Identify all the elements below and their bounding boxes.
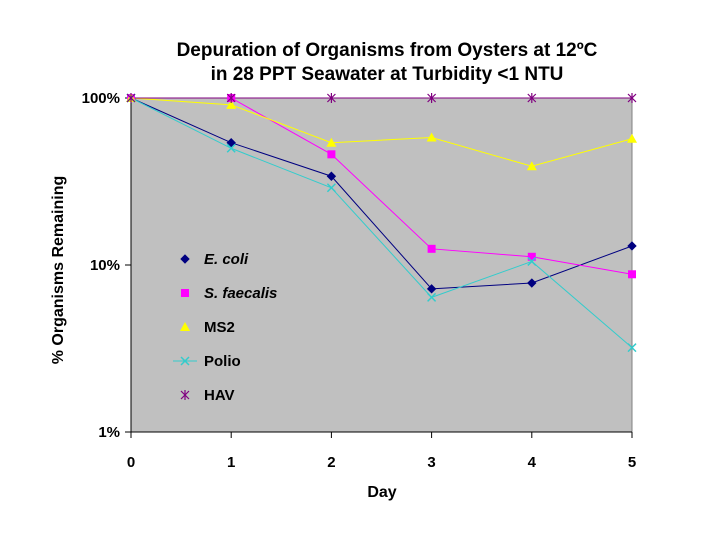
legend-label-ms2: MS2: [204, 319, 235, 336]
series-line-e-coli: [130, 97, 633, 290]
data-point-e-coli: [326, 171, 337, 181]
data-point-hav: [226, 93, 236, 103]
legend: E. coli S. faecalis MS2 Polio HAV: [173, 251, 277, 404]
legend-marker-e-coli: [180, 254, 190, 264]
series-lines: [130, 97, 633, 349]
x-axis-title: Day: [367, 484, 396, 501]
legend-marker-s-faecalis: [181, 289, 189, 297]
data-point-e-coli: [527, 278, 537, 288]
data-point-polio-stroke: [226, 143, 236, 153]
x-tick-label: 0: [127, 454, 135, 471]
x-tick-label: 5: [628, 454, 636, 471]
data-point-polio-stroke: [627, 343, 637, 353]
data-point-e-coli: [426, 284, 437, 294]
x-tick-label: 1: [227, 454, 235, 471]
legend-label-hav: HAV: [204, 387, 235, 404]
data-point-s-faecalis: [527, 252, 536, 261]
legend-marker-ms2: [180, 322, 190, 331]
chart-title-line2: in 28 PPT Seawater at Turbidity <1 NTU: [211, 64, 564, 85]
x-tick-label: 3: [427, 454, 435, 471]
data-point-hav: [126, 93, 136, 103]
y-axis-title: % Organisms Remaining: [50, 176, 67, 365]
data-point-hav: [427, 93, 437, 103]
data-point-hav: [627, 93, 637, 103]
data-point-polio: [527, 256, 537, 266]
data-point-ms2: [326, 137, 337, 147]
data-point-polio: [226, 143, 236, 153]
x-tick-label: 4: [528, 454, 537, 471]
data-point-ms2: [627, 133, 637, 143]
data-point-e-coli: [226, 137, 236, 148]
data-point-e-coli: [627, 241, 637, 251]
data-point-s-faecalis: [628, 270, 636, 279]
data-point-polio-stroke: [527, 256, 537, 266]
data-point-hav: [326, 93, 336, 103]
data-point-s-faecalis: [327, 150, 336, 159]
y-tick-label: 10%: [90, 257, 120, 274]
data-point-polio-stroke: [427, 292, 437, 302]
data-point-polio: [326, 183, 336, 193]
series-line-ms2: [130, 97, 633, 167]
series-line-polio: [130, 97, 633, 349]
legend-label-polio: Polio: [204, 353, 241, 370]
y-tick-label: 1%: [98, 424, 120, 441]
legend-marker-hav: [180, 390, 190, 400]
y-tick-label: 100%: [82, 90, 120, 107]
data-point-ms2: [526, 161, 537, 171]
data-point-polio: [427, 292, 437, 302]
data-point-polio-stroke: [326, 183, 336, 193]
axes: 0 1 2 3 4 5 100% 10% 1%: [82, 90, 637, 471]
x-tick-label: 2: [327, 454, 335, 471]
data-point-polio: [627, 343, 637, 353]
data-point-hav: [527, 93, 537, 103]
data-point-ms2: [226, 99, 237, 109]
legend-label-s-faecalis: S. faecalis: [204, 285, 277, 302]
series-markers: [126, 93, 637, 353]
chart-title-line1: Depuration of Organisms from Oysters at …: [177, 40, 598, 61]
legend-label-e-coli: E. coli: [204, 251, 249, 268]
plot-area: [130, 97, 633, 433]
data-point-s-faecalis: [427, 244, 436, 253]
data-point-ms2: [426, 132, 437, 142]
